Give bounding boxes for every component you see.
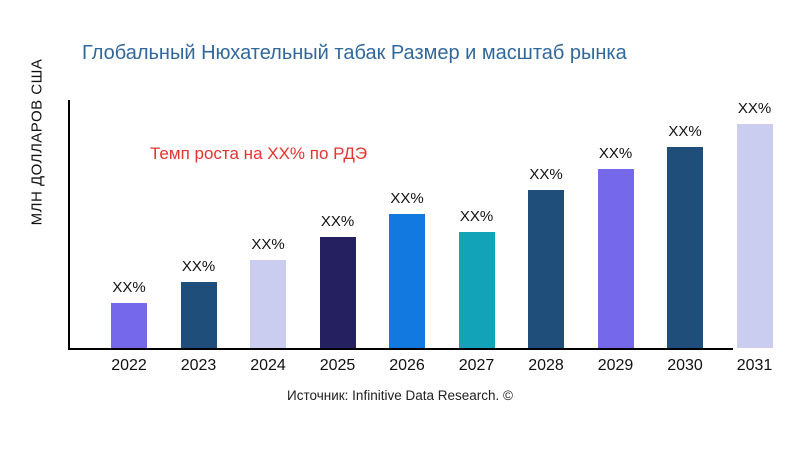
bar-2022 (111, 303, 147, 348)
x-tick-label-2027: 2027 (458, 357, 495, 374)
bar-value-label-2025: XX% (320, 213, 355, 230)
bar-value-label-2027: XX% (459, 208, 494, 225)
x-tick-label-2029: 2029 (597, 357, 634, 374)
x-tick-label-2025: 2025 (319, 357, 356, 374)
bar-value-label-2029: XX% (598, 145, 633, 162)
bar-value-label-2028: XX% (529, 166, 563, 183)
x-tick-label-2023: 2023 (180, 357, 217, 374)
bar-2023 (180, 282, 217, 348)
source-attribution: Источник: Infinitive Data Research. © (287, 388, 513, 403)
x-tick-label-2030: 2030 (667, 357, 703, 374)
bar-2025 (319, 237, 356, 348)
bar-value-label-2022: XX% (112, 279, 146, 296)
bar-2031 (736, 124, 773, 348)
growth-rate-annotation: Темп роста на XX% по РДЭ (150, 144, 368, 163)
bar-2030 (667, 147, 703, 348)
bar-2029 (597, 169, 634, 348)
x-tick-label-2024: 2024 (250, 357, 286, 374)
bar-value-label-2031: XX% (737, 100, 772, 117)
bar-value-label-2024: XX% (251, 236, 285, 253)
bar-value-label-2026: XX% (390, 190, 424, 207)
x-tick-label-2022: 2022 (111, 357, 147, 374)
x-tick-label-2028: 2028 (528, 357, 564, 374)
x-tick-label-2031: 2031 (736, 357, 773, 374)
bar-value-label-2030: XX% (668, 123, 702, 140)
chart-title: Глобальный Нюхательный табак Размер и ма… (82, 42, 627, 64)
plot-area: XX% 2022 XX% 2023 XX% 2024 XX% 2025 XX% 2026 XX% 20… (68, 100, 773, 374)
bar-2024 (250, 260, 286, 348)
x-tick-label-2026: 2026 (389, 357, 425, 374)
bar-value-label-2023: XX% (181, 258, 216, 275)
bar-2026 (389, 214, 425, 348)
y-axis-label: МЛН ДОЛЛАРОВ США (28, 58, 46, 226)
bar-2027 (458, 232, 495, 348)
bar-2028 (528, 190, 564, 348)
